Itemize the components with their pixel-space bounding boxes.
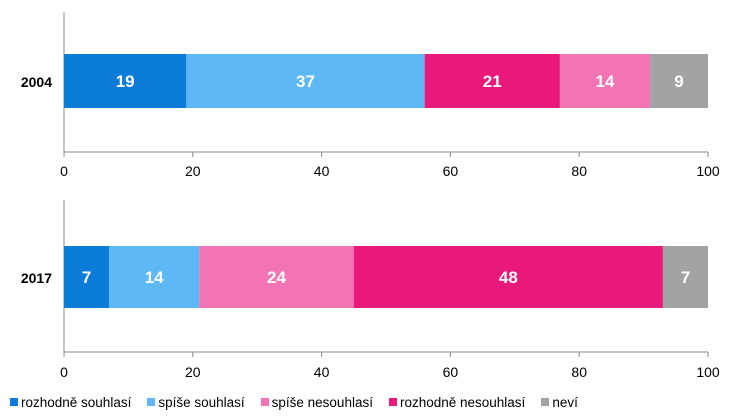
x-tick-label: 40 bbox=[314, 364, 330, 380]
legend-label: neví bbox=[552, 394, 578, 410]
data-label: 7 bbox=[681, 268, 690, 287]
data-label: 14 bbox=[145, 268, 164, 287]
legend-label: spíše souhlasí bbox=[158, 394, 245, 410]
legend-swatch bbox=[260, 398, 269, 406]
legend-item-spise-souhlasi: spíše souhlasí bbox=[147, 394, 245, 410]
bar-segment bbox=[109, 246, 200, 308]
x-tick-label: 0 bbox=[60, 163, 68, 179]
bar-segment bbox=[199, 246, 354, 308]
x-tick-label: 60 bbox=[443, 163, 459, 179]
bar-segment bbox=[64, 246, 110, 308]
category-label: 2004 bbox=[21, 74, 52, 90]
category-label: 2017 bbox=[21, 270, 52, 286]
legend-item-nevi: neví bbox=[541, 395, 578, 410]
x-tick-label: 100 bbox=[696, 163, 720, 179]
chart-legend: rozhodně souhlasí spíše souhlasí spíše n… bbox=[10, 392, 594, 412]
data-label: 21 bbox=[483, 72, 502, 91]
bar-segment bbox=[424, 54, 560, 108]
legend-label: rozhodně nesouhlasí bbox=[399, 394, 526, 410]
legend-swatch bbox=[388, 398, 397, 406]
bar-segment bbox=[650, 54, 708, 108]
data-label: 24 bbox=[267, 268, 286, 287]
legend-label: rozhodně souhlasí bbox=[21, 394, 132, 410]
data-label: 14 bbox=[595, 72, 614, 91]
data-label: 7 bbox=[82, 268, 91, 287]
bar-segment bbox=[662, 246, 708, 308]
x-tick-label: 20 bbox=[185, 163, 201, 179]
x-tick-label: 40 bbox=[314, 163, 330, 179]
data-label: 9 bbox=[674, 72, 683, 91]
x-tick-label: 20 bbox=[185, 364, 201, 380]
x-tick-label: 100 bbox=[696, 364, 720, 380]
bar-segment bbox=[186, 54, 425, 108]
bar-segment bbox=[559, 54, 651, 108]
legend-swatch bbox=[147, 398, 156, 406]
legend-swatch bbox=[541, 398, 550, 406]
bar-segment bbox=[353, 246, 663, 308]
legend-item-rozhodne-souhlasi: rozhodně souhlasí bbox=[10, 395, 131, 410]
legend-swatch bbox=[10, 398, 18, 406]
legend-label: spíše nesouhlasí bbox=[271, 394, 373, 410]
data-label: 19 bbox=[116, 72, 135, 91]
x-tick-label: 0 bbox=[60, 364, 68, 380]
x-tick-label: 60 bbox=[443, 364, 459, 380]
x-tick-label: 80 bbox=[571, 364, 587, 380]
legend-item-rozhodne-nesouhlasi: rozhodně nesouhlasí bbox=[388, 394, 526, 410]
legend-item-spise-nesouhlasi: spíše nesouhlasí bbox=[260, 394, 373, 410]
x-tick-label: 80 bbox=[571, 163, 587, 179]
bar-segment bbox=[64, 54, 187, 108]
data-label: 48 bbox=[499, 268, 518, 287]
data-label: 37 bbox=[296, 72, 315, 91]
